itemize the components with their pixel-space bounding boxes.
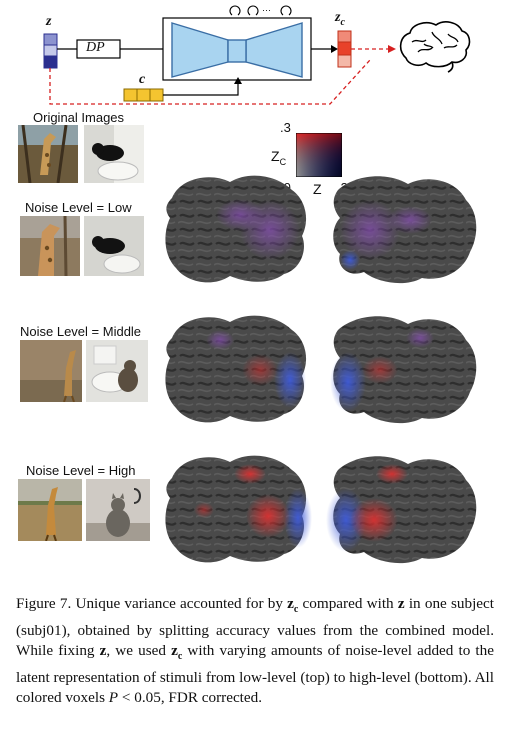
colorbar-2d [296, 133, 342, 177]
caption-text-6: < 0.05, FDR corrected. [118, 689, 263, 707]
c-label: c [139, 72, 146, 87]
row-label-original: Original Images [33, 110, 125, 125]
figure-caption: Figure 7. Unique variance accounted for … [16, 594, 494, 709]
brain-icon [399, 21, 471, 73]
caption-z: z [397, 595, 405, 612]
colorbar-y-max: .3 [280, 120, 291, 135]
flatmap-low [165, 175, 477, 284]
middle-cat-image [86, 340, 148, 402]
caption-text-1: Unique variance accounted for by [71, 595, 288, 612]
caption-text-5: with varying amounts of noise-level adde… [16, 642, 494, 707]
zc-label: zc [335, 10, 345, 28]
caption-z-2: z [99, 642, 107, 660]
iteration-arrows [229, 5, 292, 16]
middle-giraffe-image [20, 340, 82, 402]
zc-vector [337, 30, 352, 68]
cortical-flatmaps [165, 175, 477, 564]
high-cat-image [86, 479, 150, 541]
high-giraffe-image [18, 479, 82, 541]
caption-p-symbol: P [108, 689, 119, 707]
row-label-high: Noise Level = High [26, 463, 136, 478]
colorbar-y-axis-label: ZC [271, 148, 287, 167]
dp-label: DP [86, 40, 105, 55]
original-giraffe-image [18, 125, 78, 183]
low-cat-image [84, 216, 144, 276]
colorbar-x-axis-label: z [313, 181, 322, 197]
row-label-middle: Noise Level = Middle [20, 324, 142, 339]
model-diagram: ··· [43, 5, 471, 105]
z-vector [43, 33, 58, 69]
caption-zc-2: zc [171, 642, 183, 663]
svg-text:···: ··· [262, 5, 271, 15]
c-vector [123, 88, 164, 102]
low-giraffe-image [20, 216, 80, 276]
z-label: z [46, 14, 52, 29]
caption-fig-number: Figure 7. [16, 595, 72, 612]
flatmap-middle [165, 315, 477, 424]
original-cat-image [84, 125, 144, 183]
caption-zc: zc [287, 595, 299, 616]
caption-text-3: in one subject (subj01), obtained by spl… [16, 595, 495, 660]
flatmap-high [165, 455, 477, 564]
caption-text-4: , we used [106, 642, 172, 660]
row-label-low: Noise Level = Low [25, 200, 132, 215]
caption-text-2: compared with [298, 595, 398, 612]
